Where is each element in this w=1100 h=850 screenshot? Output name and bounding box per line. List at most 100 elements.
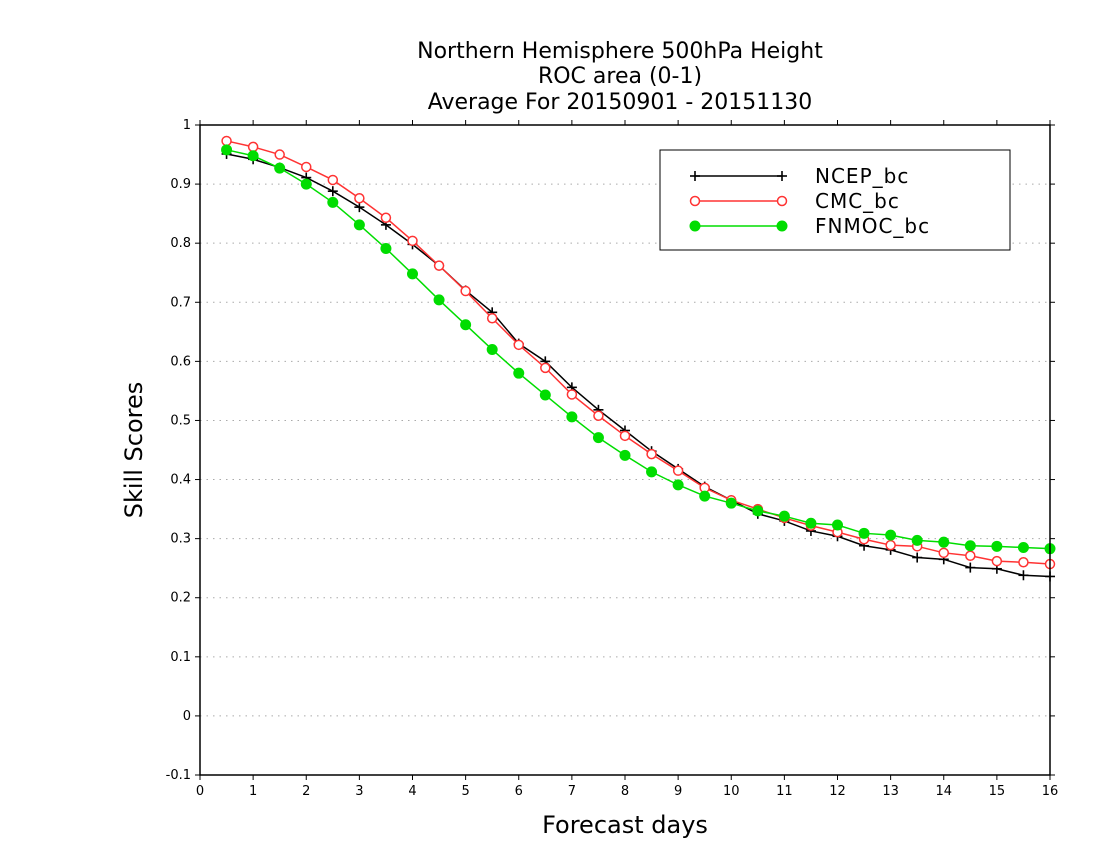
data-point-cmc-bc [965,550,976,562]
data-point-fnmoc-bc [380,243,392,254]
x-tick-label: 6 [515,784,523,799]
data-point-cmc-bc [247,141,259,153]
y-axis-label: Skill Scores [120,382,148,519]
data-point-cmc-bc [540,362,551,374]
data-point-fnmoc-bc [725,497,737,509]
y-tick-label: 1 [183,118,191,133]
data-point-fnmoc-bc [858,527,870,539]
data-point-cmc-bc [593,410,604,421]
data-point-fnmoc-bc [885,529,897,541]
x-tick-label: 16 [1042,784,1059,799]
legend-marker [689,195,701,207]
data-point-ncep-bc [327,186,338,197]
data-point-fnmoc-bc [938,536,950,548]
data-point-ncep-bc [965,562,976,573]
legend-marker [776,195,788,207]
data-point-cmc-bc [938,547,949,559]
data-point-fnmoc-bc [539,389,551,401]
data-point-cmc-bc [380,212,392,224]
y-tick-label: 0.3 [170,532,191,547]
data-point-fnmoc-bc [911,534,923,546]
data-point-fnmoc-bc [752,505,764,517]
series-line-ncep-bc [226,153,1051,578]
data-point-cmc-bc [513,339,524,351]
legend-entry-ncep-bc: NCEP_bc [690,164,909,188]
data-point-cmc-bc [566,389,578,400]
legend-label: CMC_bc [815,189,900,213]
data-point-fnmoc-bc [353,219,365,231]
data-point-fnmoc-bc [486,344,498,356]
data-point-ncep-bc [912,552,923,563]
data-point-cmc-bc [433,260,445,271]
y-tick-label: 0.5 [170,413,191,428]
x-tick-label: 1 [249,784,257,799]
chart-title-line-3: Average For 20150901 - 20151130 [428,90,813,115]
x-tick-label: 11 [776,784,793,799]
x-tick-label: 4 [408,784,416,799]
y-tick-label: 0.1 [170,650,191,665]
x-tick-label: 15 [989,784,1006,799]
x-tick-label: 2 [302,784,310,799]
y-tick-label: 0.7 [170,295,191,310]
data-point-fnmoc-bc [619,449,631,461]
data-point-cmc-bc [407,235,418,247]
data-point-cmc-bc [646,448,657,460]
data-point-fnmoc-bc [407,268,418,280]
series-fnmoc-bc [221,144,1056,555]
chart-title: Northern Hemisphere 500hPa Height ROC ar… [417,39,823,115]
data-point-fnmoc-bc [778,510,790,522]
data-point-ncep-bc [354,202,365,213]
data-point-fnmoc-bc [805,517,817,529]
legend-label: FNMOC_bc [815,214,930,238]
data-point-fnmoc-bc [672,479,684,491]
data-point-cmc-bc [885,539,896,551]
data-point-fnmoc-bc [221,144,233,156]
y-tick-label: -0.1 [166,768,191,783]
legend-box [659,149,1011,251]
x-tick-label: 0 [196,784,204,799]
x-tick-label: 7 [568,784,576,799]
data-point-cmc-bc [301,161,312,173]
data-point-fnmoc-bc [566,411,578,423]
data-point-fnmoc-bc [646,466,658,478]
x-tick-label: 5 [461,784,469,799]
data-point-fnmoc-bc [592,432,604,444]
legend-label: NCEP_bc [815,164,909,188]
data-point-fnmoc-bc [327,196,339,208]
chart-title-line-1: Northern Hemisphere 500hPa Height [417,39,823,64]
legend-marker [690,171,700,181]
data-point-fnmoc-bc [991,540,1003,552]
legend-entry-fnmoc-bc: FNMOC_bc [689,214,930,238]
series-lines [221,135,1056,582]
x-tick-label: 9 [674,784,682,799]
data-point-fnmoc-bc [513,367,525,379]
data-point-fnmoc-bc [1017,542,1029,553]
x-axis-label: Forecast days [542,811,708,839]
data-point-fnmoc-bc [274,162,286,174]
data-point-fnmoc-bc [460,319,472,331]
x-tick-label: 13 [882,784,899,799]
data-point-cmc-bc [327,174,339,186]
data-point-fnmoc-bc [832,519,843,531]
y-tick-label: 0.4 [170,473,191,488]
data-point-fnmoc-bc [247,150,259,162]
legend-marker [689,220,701,232]
data-point-cmc-bc [619,430,631,442]
y-tick-label: 0.8 [170,236,191,251]
y-tick-label: 0 [183,709,191,724]
x-tick-label: 12 [829,784,846,799]
legend-marker [777,171,787,181]
data-point-cmc-bc [672,465,684,476]
legend-marker [776,220,788,232]
x-tick-label: 10 [723,784,740,799]
chart-title-line-2: ROC area (0-1) [538,64,702,89]
x-tick-label: 14 [935,784,952,799]
data-point-fnmoc-bc [433,294,445,306]
y-tick-label: 0.9 [170,177,191,192]
data-point-fnmoc-bc [699,490,711,502]
y-tick-label: 0.2 [170,591,191,606]
x-tick-label: 8 [621,784,629,799]
data-point-ncep-bc [1018,570,1029,581]
